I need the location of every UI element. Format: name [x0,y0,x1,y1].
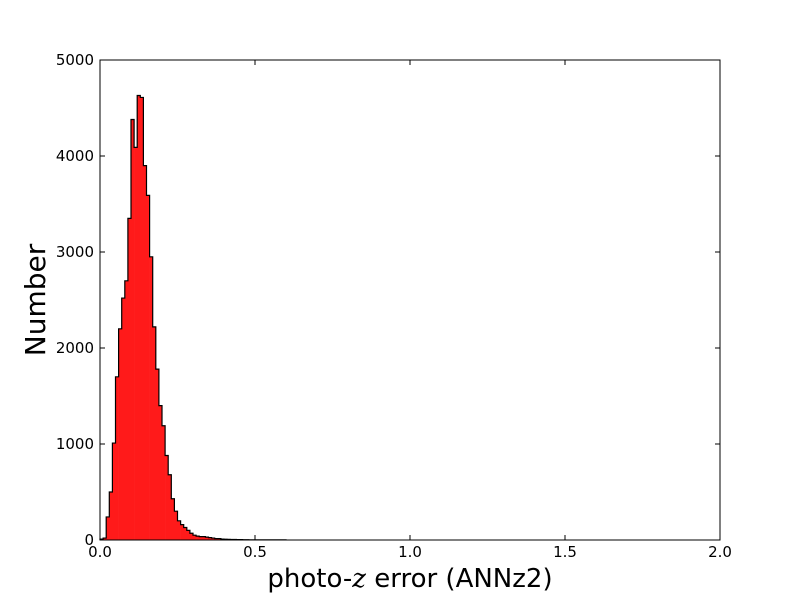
histogram-bar [158,405,163,540]
histogram-bars [100,95,287,541]
histogram-bar [162,425,166,540]
histogram-bar [189,533,194,540]
x-tick-label: 1.5 [553,543,577,561]
histogram-bar [193,535,197,540]
histogram-bar [149,256,153,540]
histogram-bar [137,95,141,541]
histogram-bar [152,326,157,540]
histogram-bar [155,369,160,540]
y-axis-label: Number [19,243,52,356]
histogram-bar [217,538,222,540]
x-axis-label: photo-z error (ANNz2) [267,564,552,594]
histogram-bar [205,537,209,540]
y-tick-labels: 0 1000 2000 3000 4000 5000 [56,51,94,549]
histogram-bar [143,165,147,540]
x-tick-label: 0.5 [243,543,267,561]
histogram-bar [183,527,188,540]
histogram-bar [140,97,144,540]
axis-ticks [99,59,721,541]
histogram-bar [134,147,138,541]
histogram-bar [146,195,150,541]
histogram-bar [124,280,129,540]
y-tick-label: 4000 [56,147,94,165]
x-tick-label: 1.0 [398,543,422,561]
histogram-bar [121,298,126,540]
y-tick-label: 2000 [56,339,94,357]
histogram-bar [106,516,110,540]
histogram-bar [131,119,135,541]
histogram-bar [127,218,132,540]
histogram-bar [199,536,203,540]
histogram-bar [214,538,219,540]
x-tick-labels: 0.0 0.5 1.0 1.5 2.0 [88,543,732,561]
x-tick-label: 2.0 [708,543,732,561]
histogram-bar [109,492,113,540]
histogram-bar [186,530,191,540]
plot-frame [99,59,721,541]
histogram-bar [118,328,122,540]
y-tick-label: 0 [84,531,94,549]
histogram-bar [168,474,172,540]
histogram-bar [165,455,169,540]
histogram-bar [202,536,206,540]
histogram-bar [177,520,181,540]
x-tick-label: 0.0 [88,543,112,561]
histogram-bar [174,511,178,540]
histogram-bar [115,376,119,540]
y-tick-label: 1000 [56,435,94,453]
y-tick-label: 3000 [56,243,94,261]
histogram-bar [208,537,212,540]
histogram-bar [103,538,107,540]
histogram-bar [211,538,215,540]
y-tick-label: 5000 [56,51,94,69]
histogram-bar [180,524,184,540]
histogram-bar [171,498,175,540]
histogram-bar [196,536,200,540]
histogram-bar [112,443,116,540]
